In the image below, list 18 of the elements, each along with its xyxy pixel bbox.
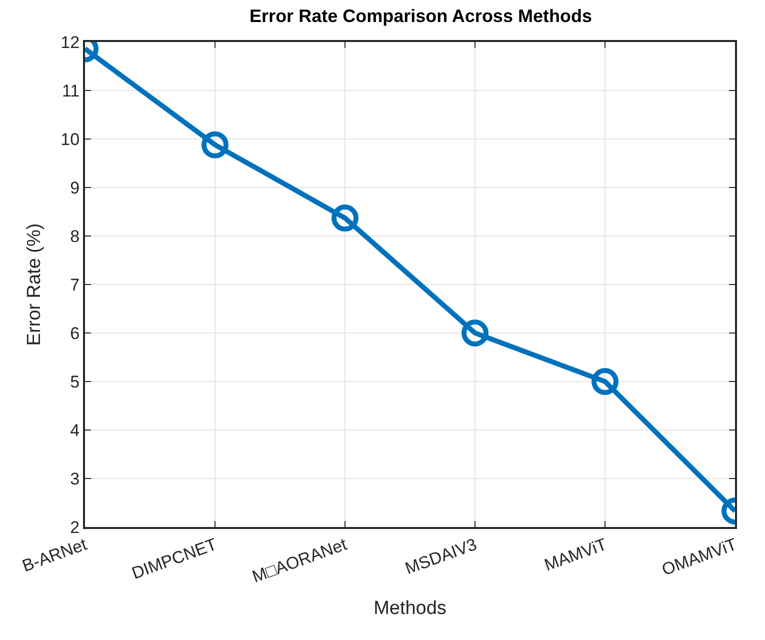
y-tick-label: 7 <box>70 275 80 294</box>
y-tick-label: 9 <box>70 178 80 198</box>
y-tick-label: 5 <box>70 372 80 392</box>
point <box>592 368 618 395</box>
point <box>332 204 358 232</box>
y-tick-label: 2 <box>70 518 80 537</box>
y-tick-label: 6 <box>70 324 80 343</box>
y-tick-label: 12 <box>60 32 80 52</box>
y-tick-label: 11 <box>62 81 80 100</box>
y-tick-label: 4 <box>70 420 80 440</box>
y-tick-label: 10 <box>60 130 80 149</box>
y-axis-title: Error Rate (%) <box>24 223 46 346</box>
x-axis-title: Methods <box>374 598 446 619</box>
chart-title: Error Rate Comparison Across Methods <box>250 6 592 26</box>
point <box>462 320 488 346</box>
point <box>202 131 228 158</box>
y-tick-label: 3 <box>70 469 80 488</box>
y-tick-label: 8 <box>70 226 80 246</box>
